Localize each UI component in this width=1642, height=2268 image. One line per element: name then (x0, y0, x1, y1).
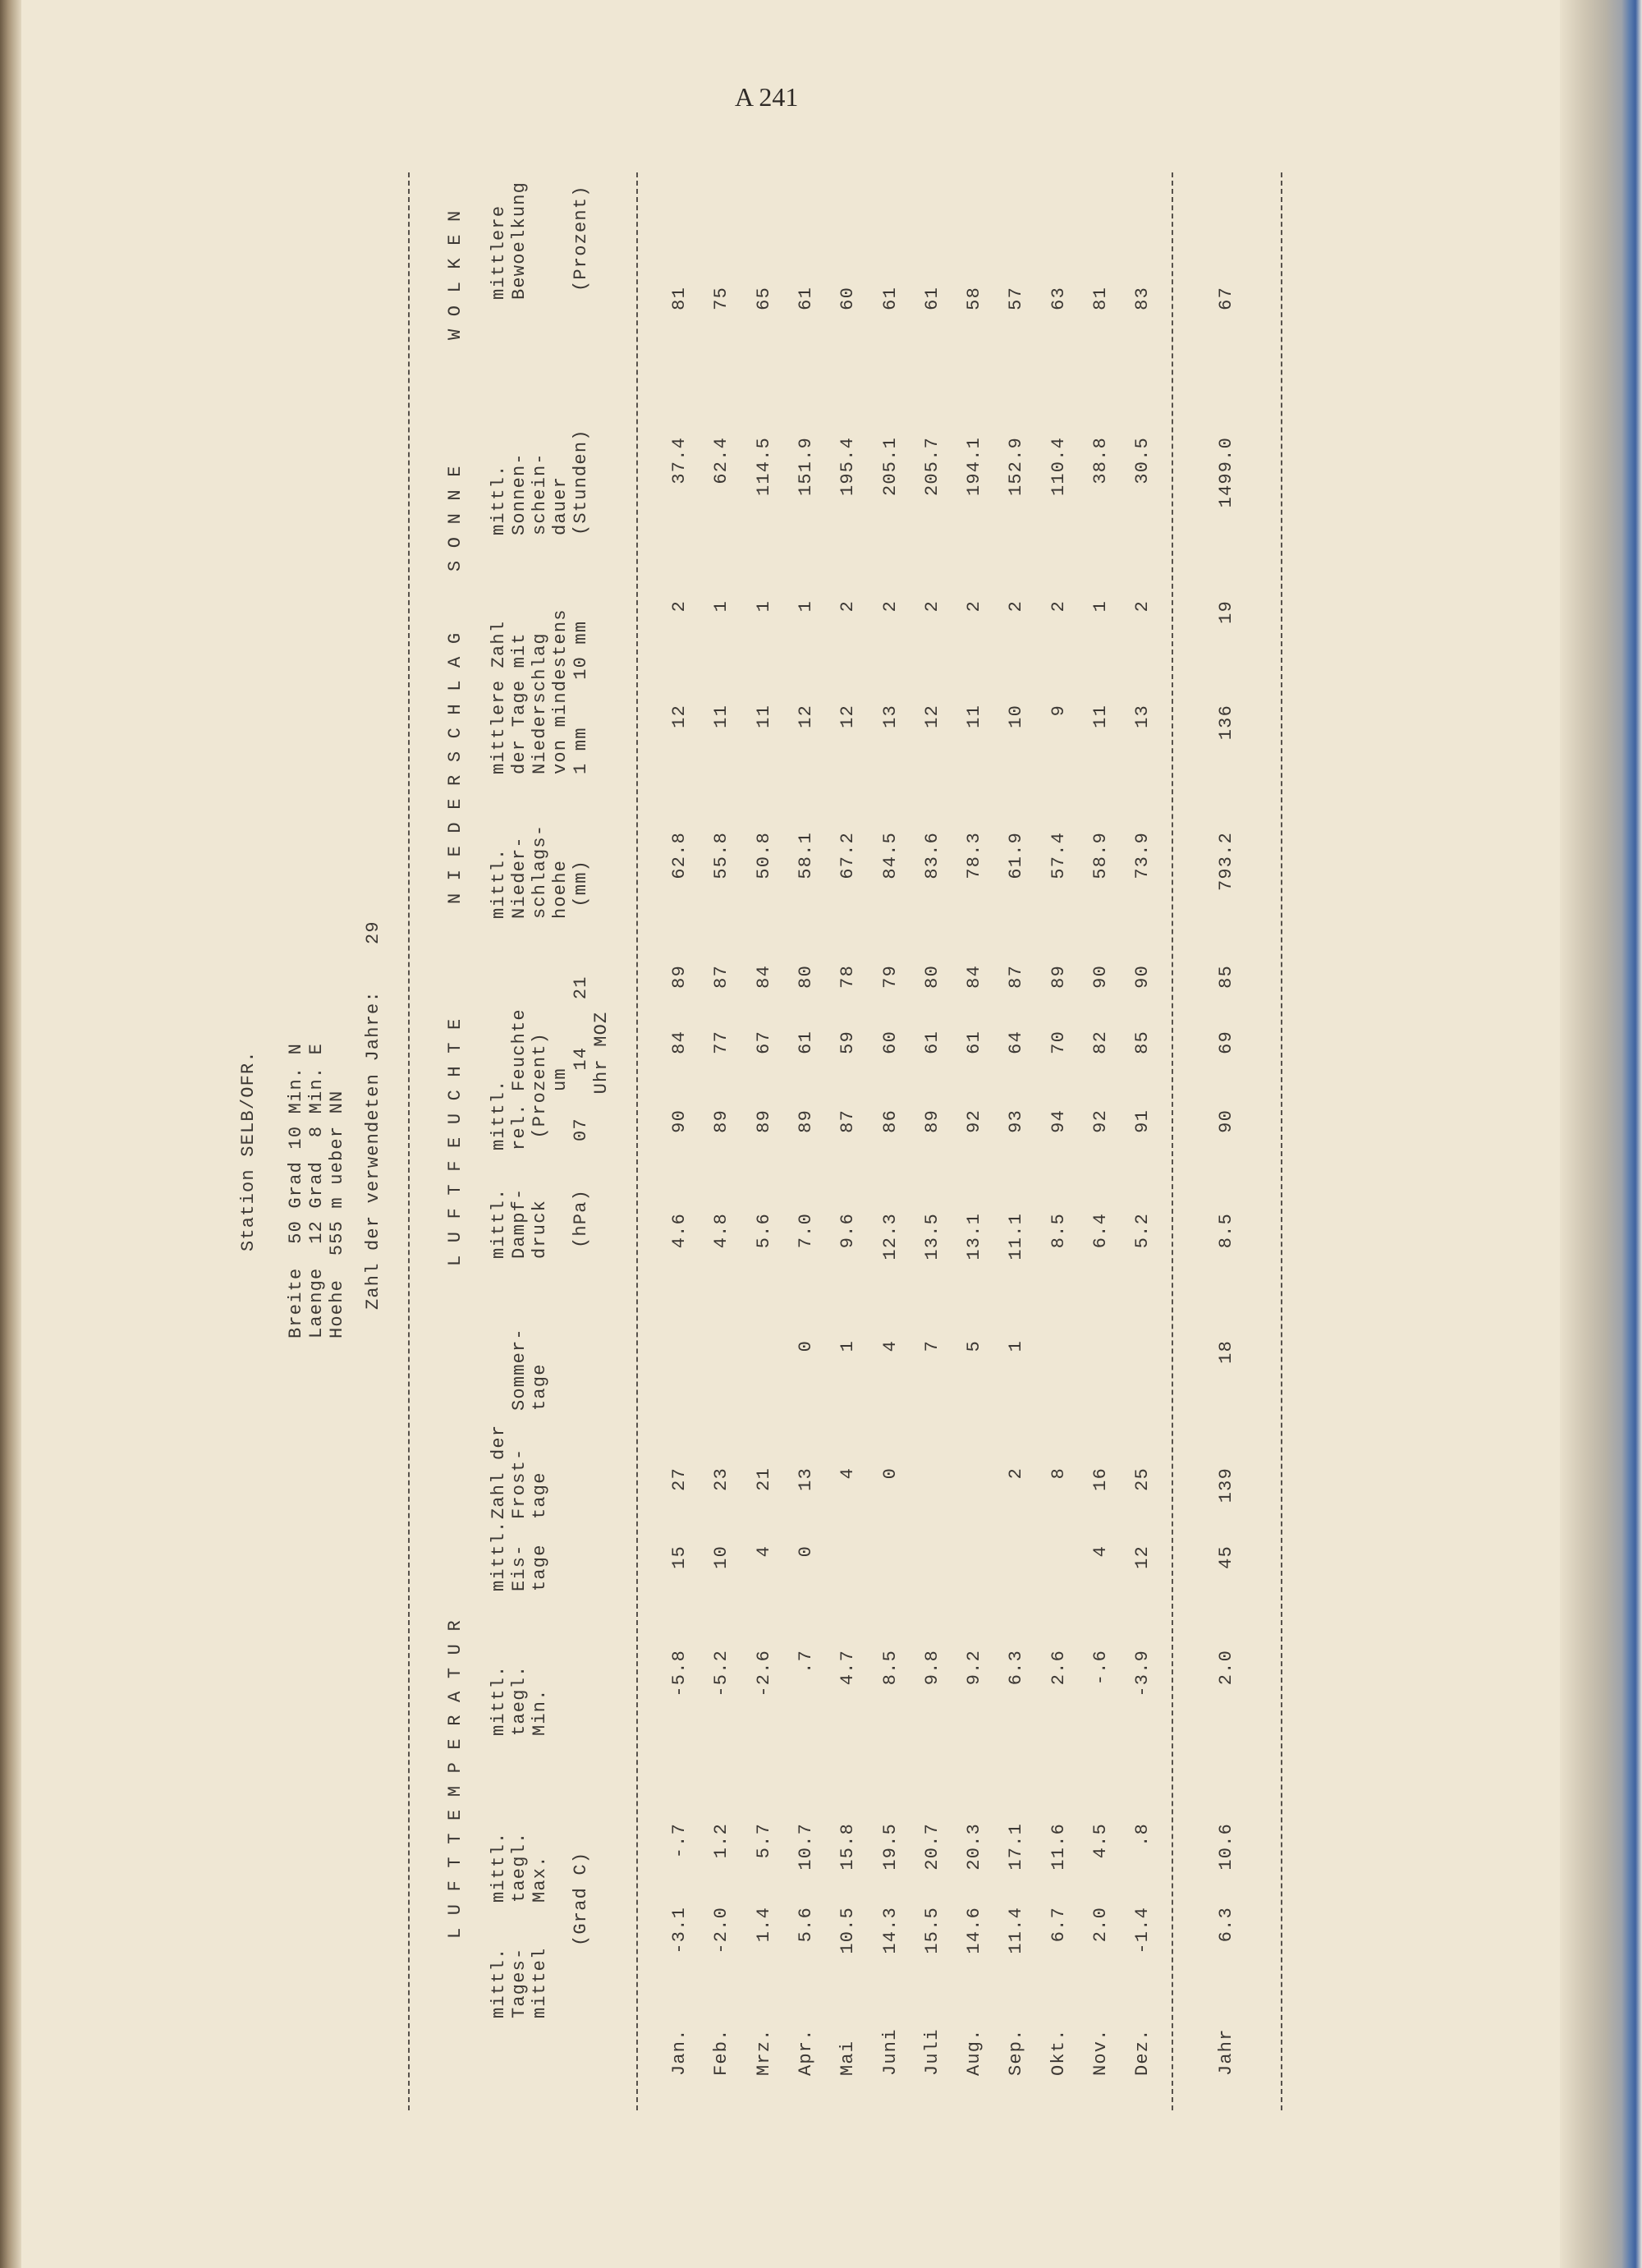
table-cell: 2 (879, 600, 901, 613)
group-niederschlag: N I E D E R S C H L A G (445, 631, 466, 904)
table-cell: 15.8 (837, 1823, 859, 1871)
table-cell: 2 (1132, 600, 1154, 613)
table-cell: -.7 (669, 1823, 690, 1859)
unit-observation-hours: 07 14 21 Uhr MOZ (571, 976, 612, 1141)
unit-pressure: (hPa) (571, 1188, 591, 1248)
table-cell: 81 (669, 287, 690, 310)
column-header: mittlere Bewoelkung (488, 181, 530, 300)
table-cell: 2 (964, 600, 985, 613)
station-longitude: Laenge 12 Grad 8 Min. E (306, 1042, 327, 1338)
table-cell: 2 (921, 600, 943, 613)
table-cell: 6.3 (1006, 1650, 1027, 1686)
column-header: mittl. Nieder- schlags- hoehe (mm) (488, 824, 591, 919)
table-cell: 2 (1048, 600, 1069, 613)
column-header: mittlere Zahl der Tage mit Niederschlag … (488, 608, 591, 774)
climate-table: Station SELB/OFR. Breite 50 Grad 10 Min.… (238, 172, 1305, 2110)
table-cell: 30.5 (1132, 437, 1154, 484)
table-cell: 17.1 (1006, 1823, 1027, 1871)
table-cell: 110.4 (1048, 437, 1069, 497)
table-cell: 2 (1006, 600, 1027, 613)
table-cell: 20.7 (921, 1823, 943, 1871)
column-header: mittl. taegl. Max. (488, 1831, 550, 1903)
table-cell: 2 (837, 600, 859, 613)
column-header: mittl. Dampf- druck (488, 1187, 550, 1259)
table-cell: 61 (879, 287, 901, 310)
years-value: 29 (363, 921, 383, 944)
divider (408, 172, 410, 2110)
column-header: mittl. Tages- mittel (488, 1947, 550, 2018)
station-altitude: Hoehe 555 m ueber NN (327, 1090, 347, 1338)
table-cell: 83 (1132, 287, 1154, 310)
table-cell: 1499.0 (1216, 437, 1236, 508)
table-cell: 5.7 (753, 1823, 774, 1859)
years-label: Zahl der verwendeten Jahre: (363, 990, 383, 1310)
station-latitude: Breite 50 Grad 10 Min. N (286, 1042, 306, 1338)
table-cell: 205.1 (879, 437, 901, 497)
table-cell: 194.1 (964, 437, 985, 497)
table-cell: 19.5 (879, 1823, 901, 1871)
table-cell: 1 (711, 600, 732, 613)
table-cell: 1 (795, 600, 816, 613)
table-cell: 16 (1090, 1467, 1111, 1491)
unit-temperature: (Grad C) (571, 1851, 591, 1946)
table-cell: 2 (669, 600, 690, 613)
table-cell: 60 (837, 287, 859, 310)
group-lufttemperatur: L U F T T E M P E R A T U R (445, 1619, 466, 1939)
table-cell: 1.2 (711, 1823, 732, 1859)
table-cell: 4.5 (1090, 1823, 1111, 1859)
table-cell: 10.6 (1216, 1823, 1236, 1871)
table-cell: 75 (711, 287, 732, 310)
divider (1172, 172, 1173, 2110)
page-number: A 241 (735, 82, 799, 112)
table-cell: 10.7 (795, 1823, 816, 1871)
table-cell: 8 (1048, 1467, 1069, 1480)
table-cell: 9.8 (921, 1650, 943, 1686)
table-cell: 114.5 (753, 437, 774, 497)
table-cell: 1 (1090, 600, 1111, 613)
table-cell: 1 (753, 600, 774, 613)
page-stack-edge (1560, 0, 1642, 2268)
column-header: mittl. rel. Feuchte (Prozent) um (488, 1008, 571, 1150)
unit-cloud-percent: (Prozent) (571, 185, 591, 292)
table-cell: 152.9 (1006, 437, 1027, 497)
group-wolken: W O L K E N (445, 209, 466, 340)
table-cell: 205.7 (921, 437, 943, 497)
table-cell: 81 (1090, 287, 1111, 310)
table-cell: 63 (1048, 287, 1069, 310)
column-header: mittl. Eis- tage (488, 1520, 550, 1591)
table-cell: 67 (1216, 287, 1236, 310)
table-cell: 57 (1006, 287, 1027, 310)
column-header: mittl. taegl. Min. (488, 1664, 550, 1736)
table-cell: 27 (669, 1467, 690, 1491)
table-cell: 58 (964, 287, 985, 310)
table-cell: 4.7 (837, 1650, 859, 1686)
table-cell: 61 (921, 287, 943, 310)
divider (1281, 172, 1282, 2110)
group-sonne: S O N N E (445, 465, 466, 572)
table-cell: 38.8 (1090, 437, 1111, 484)
table-cell: 21 (753, 1467, 774, 1491)
book-binding-edge (0, 0, 21, 2268)
table-cell: 37.4 (669, 437, 690, 484)
table-cell: 20.3 (964, 1823, 985, 1871)
table-cell: 151.9 (795, 437, 816, 497)
station-title: Station SELB/OFR. (238, 1050, 259, 1251)
table-cell: 195.4 (837, 437, 859, 497)
table-cell: 2.6 (1048, 1650, 1069, 1686)
column-header: mittl. Sonnen- schein- dauer (Stunden) (488, 429, 591, 535)
column-header: Zahl der Frost- tage (488, 1424, 550, 1519)
table-cell: 61 (795, 287, 816, 310)
table-cell: 62.4 (711, 437, 732, 484)
column-header: Sommer- tage (509, 1328, 550, 1411)
table-cell: .8 (1132, 1823, 1154, 1847)
table-cell: 11.6 (1048, 1823, 1069, 1871)
table-cell: 8.5 (879, 1650, 901, 1686)
table-cell: 65 (753, 287, 774, 310)
table-cell: 25 (1132, 1467, 1154, 1491)
table-cell: 19 (1216, 600, 1236, 624)
group-luftfeuchte: L U F T F E U C H T E (445, 1017, 466, 1266)
table-cell: 23 (711, 1467, 732, 1491)
divider (636, 172, 638, 2110)
table-cell: 9.2 (964, 1650, 985, 1686)
